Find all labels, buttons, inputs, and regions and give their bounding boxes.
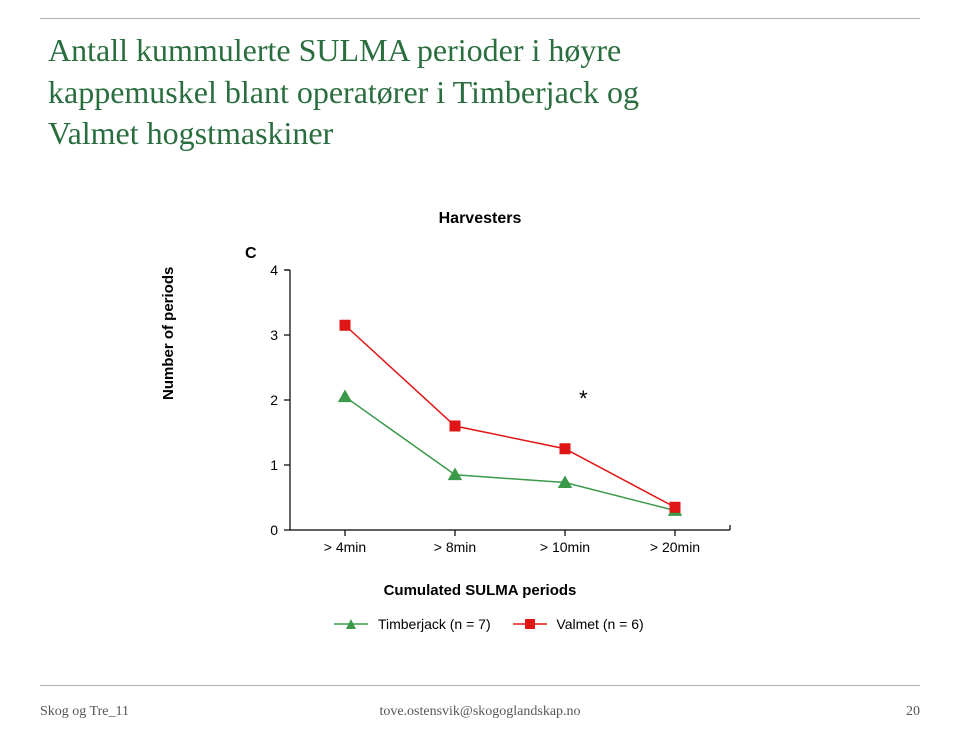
- legend-swatch-timberjack: [334, 617, 368, 634]
- bottom-rule: [40, 685, 920, 686]
- footer: Skog og Tre_11 tove.ostensvik@skogogland…: [40, 704, 920, 720]
- legend-label-valmet: Valmet (n = 6): [556, 616, 643, 632]
- footer-page: 20: [906, 704, 920, 720]
- legend-label-timberjack: Timberjack (n = 7): [378, 616, 491, 632]
- page-title: Antall kummulerte SULMA perioder i høyre…: [48, 30, 908, 155]
- line-chart: 0 1 2 3 4 > 4min > 8min > 10min > 20min *: [200, 250, 760, 630]
- svg-text:> 8min: > 8min: [434, 539, 476, 555]
- chart-svg: 0 1 2 3 4 > 4min > 8min > 10min > 20min *: [200, 250, 760, 590]
- top-rule: [40, 18, 920, 19]
- svg-text:*: *: [579, 386, 588, 411]
- svg-text:1: 1: [270, 457, 278, 473]
- title-line-1: Antall kummulerte SULMA perioder i høyre: [48, 32, 621, 68]
- title-line-3: Valmet hogstmaskiner: [48, 115, 333, 151]
- svg-text:> 20min: > 20min: [650, 539, 700, 555]
- y-axis-label: Number of periods: [160, 267, 177, 400]
- svg-text:4: 4: [270, 262, 278, 278]
- footer-center: tove.ostensvik@skogoglandskap.no: [40, 704, 920, 720]
- x-axis-label: Cumulated SULMA periods: [0, 582, 960, 599]
- svg-text:> 10min: > 10min: [540, 539, 590, 555]
- chart-legend: Timberjack (n = 7) Valmet (n = 6): [0, 616, 960, 634]
- svg-text:2: 2: [270, 392, 278, 408]
- legend-swatch-valmet: [513, 617, 547, 634]
- svg-text:> 4min: > 4min: [324, 539, 366, 555]
- svg-text:0: 0: [270, 522, 278, 538]
- chart-title: Harvesters: [0, 210, 960, 228]
- title-line-2: kappemuskel blant operatører i Timberjac…: [48, 74, 639, 110]
- svg-text:3: 3: [270, 327, 278, 343]
